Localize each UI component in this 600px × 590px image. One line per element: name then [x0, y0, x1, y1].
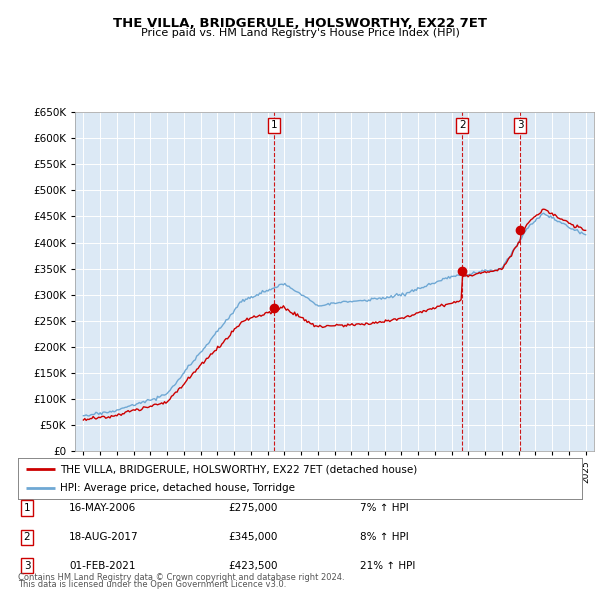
Text: Contains HM Land Registry data © Crown copyright and database right 2024.: Contains HM Land Registry data © Crown c…	[18, 573, 344, 582]
Text: 3: 3	[23, 561, 31, 571]
Text: £423,500: £423,500	[228, 561, 277, 571]
Text: 01-FEB-2021: 01-FEB-2021	[69, 561, 136, 571]
Text: 1: 1	[23, 503, 31, 513]
Text: £345,000: £345,000	[228, 533, 277, 542]
Text: This data is licensed under the Open Government Licence v3.0.: This data is licensed under the Open Gov…	[18, 580, 286, 589]
Text: 18-AUG-2017: 18-AUG-2017	[69, 533, 139, 542]
Text: £275,000: £275,000	[228, 503, 277, 513]
Text: 2: 2	[459, 120, 466, 130]
Text: 3: 3	[517, 120, 523, 130]
Text: HPI: Average price, detached house, Torridge: HPI: Average price, detached house, Torr…	[60, 483, 295, 493]
Text: 16-MAY-2006: 16-MAY-2006	[69, 503, 136, 513]
Text: 8% ↑ HPI: 8% ↑ HPI	[360, 533, 409, 542]
Text: 7% ↑ HPI: 7% ↑ HPI	[360, 503, 409, 513]
Text: THE VILLA, BRIDGERULE, HOLSWORTHY, EX22 7ET: THE VILLA, BRIDGERULE, HOLSWORTHY, EX22 …	[113, 17, 487, 30]
Text: THE VILLA, BRIDGERULE, HOLSWORTHY, EX22 7ET (detached house): THE VILLA, BRIDGERULE, HOLSWORTHY, EX22 …	[60, 464, 418, 474]
Text: 2: 2	[23, 533, 31, 542]
Text: 21% ↑ HPI: 21% ↑ HPI	[360, 561, 415, 571]
Text: Price paid vs. HM Land Registry's House Price Index (HPI): Price paid vs. HM Land Registry's House …	[140, 28, 460, 38]
Text: 1: 1	[271, 120, 277, 130]
